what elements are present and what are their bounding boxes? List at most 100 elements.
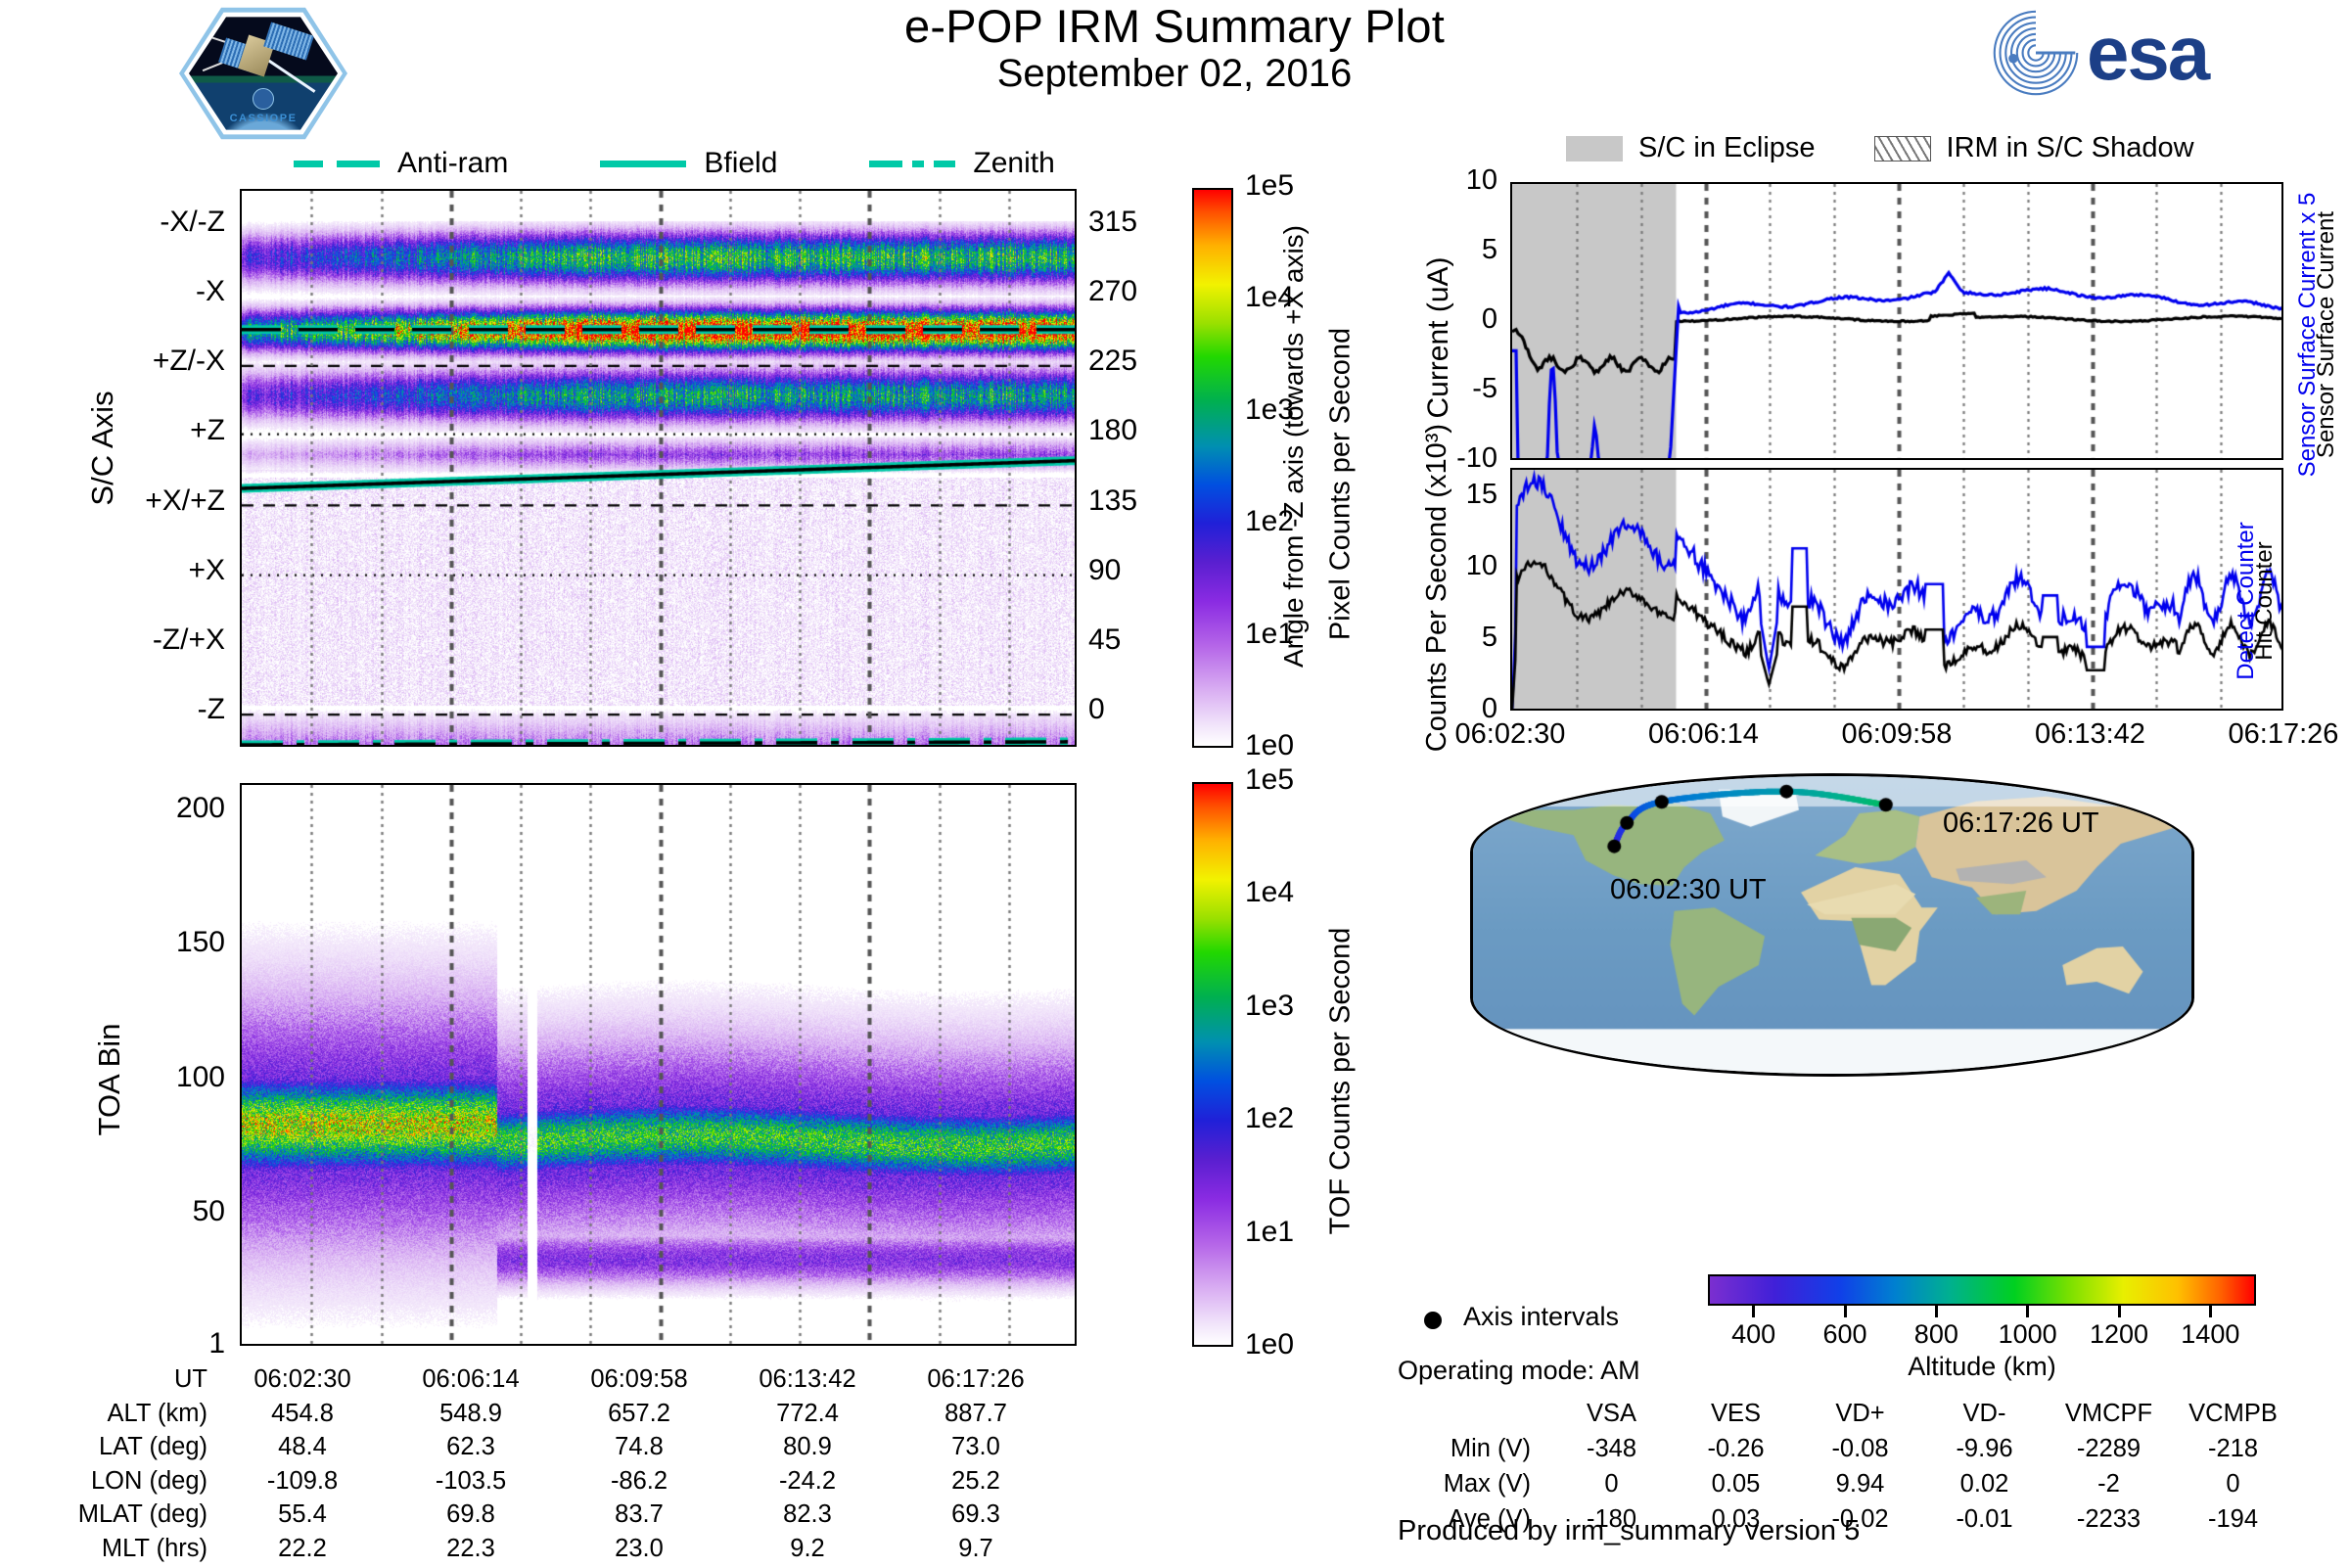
axis-interval-dot-icon [1424,1312,1442,1329]
toa-ytick: 50 [192,1195,225,1228]
anti-ram-line-swatch [294,160,380,167]
voltage-row: Ave (V) -180 0.03 -0.02 -0.01 -2233 -194 [1402,1505,2294,1539]
ephemeris-cell: 06:06:14 [422,1365,520,1393]
altitude-colorbar-tickmark [2117,1306,2121,1317]
tof-colorbar-tick: 1e4 [1245,876,1295,909]
voltage-cell: 0.03 [1711,1505,1761,1533]
ephemeris-cell: -86.2 [610,1466,668,1495]
irm-shadow-swatch [1873,135,1931,161]
voltage-row-label: Max (V) [1443,1470,1531,1498]
ephemeris-cell: 55.4 [278,1500,327,1528]
legend-label-irm-shadow: IRM in S/C Shadow [1946,132,2194,163]
voltage-cell: -9.96 [1956,1435,2013,1462]
voltage-cell: -0.02 [1831,1505,1889,1533]
toa-ytick: 200 [175,791,225,824]
ephemeris-cell: -109.8 [266,1466,339,1495]
voltage-header-row: VSA VES VD+ VD- VMCPF VCMPB [1402,1400,2294,1433]
pixel-colorbar-tick: 1e5 [1245,169,1295,202]
counts-ytick: 5 [1481,622,1497,654]
ephemeris-cell: 454.8 [271,1399,334,1427]
produced-by-label: Produced by irm_summary version 5 [1398,1515,1861,1546]
pixel-colorbar-tick: 1e2 [1245,505,1295,538]
title-text: e-POP IRM Summary Plot [904,0,1445,52]
ephemeris-row-label: LAT (deg) [98,1433,207,1460]
legend-label-eclipse: S/C in Eclipse [1638,132,1816,163]
ephemeris-row-label: MLT (hrs) [101,1534,207,1562]
ephemeris-cell: 772.4 [776,1399,839,1427]
voltage-row-label: Min (V) [1450,1435,1531,1462]
ephemeris-cell: 06:13:42 [759,1365,856,1393]
current-ytick: 5 [1481,234,1497,265]
pixel-colorbar-tick: 1e3 [1245,392,1295,426]
voltage-cell: -348 [1586,1435,1637,1462]
sensor-surface-current-plot [1510,182,2283,460]
ephemeris-cell: 74.8 [615,1433,664,1460]
ephemeris-cell: 80.9 [783,1433,832,1460]
ephemeris-cell: 69.3 [951,1500,1000,1528]
zenith-line-swatch [869,160,956,167]
spectrogram-ytick-right: 135 [1088,484,1138,517]
voltage-cell: 9.94 [1835,1470,1885,1498]
ephemeris-row: MLAT (deg) 55.4 69.8 83.7 82.3 69.3 [41,1500,1059,1533]
toa-ytick: 1 [208,1327,225,1360]
counts-ytick: 0 [1481,693,1497,724]
altitude-colorbar-tickmark [1843,1306,1847,1317]
current-ytick: -10 [1456,442,1497,474]
counts-ytick: 10 [1465,550,1497,582]
voltage-column-header: VSA [1586,1400,1637,1427]
ephemeris-cell: 83.7 [615,1500,664,1528]
ephemeris-cell: 22.2 [278,1534,327,1562]
voltage-cell: -2233 [2076,1505,2142,1533]
spectrogram-ytick-right: 225 [1088,345,1138,378]
current-ytick: 0 [1481,303,1497,335]
voltage-column-header: VD+ [1835,1400,1885,1427]
ephemeris-row-label: ALT (km) [107,1399,207,1427]
counts-xtick: 06:02:30 [1454,718,1566,750]
mission-patch-label: CASSIOPE [229,112,298,124]
voltage-cell: -2289 [2076,1435,2142,1462]
ephemeris-cell: 9.7 [958,1534,993,1562]
ephemeris-cell: 25.2 [951,1466,1000,1495]
voltage-cell: -218 [2207,1435,2259,1462]
ephemeris-cell: 73.0 [951,1433,1000,1460]
map-start-time-label: 06:02:30 UT [1610,874,1767,905]
toa-ytick: 100 [175,1060,225,1093]
legend-label-bfield: Bfield [704,147,778,179]
counts-xtick: 06:06:14 [1648,718,1759,750]
ephemeris-cell: 62.3 [446,1433,495,1460]
ephemeris-cell: 69.8 [446,1500,495,1528]
voltage-cell: -194 [2207,1505,2259,1533]
altitude-colorbar-tick: 800 [1913,1319,1958,1349]
ephemeris-row-label: MLAT (deg) [77,1500,207,1528]
ephemeris-cell: 06:02:30 [253,1365,351,1393]
eclipse-swatch [1566,135,1623,161]
cassiope-mission-patch-icon: CASSIOPE [179,5,347,142]
ephemeris-row-label: LON (deg) [90,1466,207,1495]
spectrogram-ytick-left: -Z/+X [152,623,225,657]
counts-xtick: 06:09:58 [1841,718,1953,750]
esa-emblem-icon [1993,10,2079,96]
spectrogram-ytick-right: 180 [1088,414,1138,447]
voltage-column-header: VMCPF [2064,1400,2153,1427]
ephemeris-cell: 06:17:26 [927,1365,1025,1393]
voltage-cell: -2 [2097,1470,2120,1498]
ephemeris-cell: 548.9 [439,1399,502,1427]
current-right-label-black: Sensor Surface Current [2313,210,2339,459]
counts-xtick: 06:17:26 [2228,718,2339,750]
altitude-colorbar-tickmark [1752,1306,1756,1317]
voltage-cell: 0 [1604,1470,1619,1498]
voltage-summary-table: VSA VES VD+ VD- VMCPF VCMPB Min (V) -348 -0.26 -0… [1400,1398,2296,1541]
altitude-colorbar-tickmark [2026,1306,2030,1317]
altitude-colorbar [1708,1274,2256,1306]
counts-right-label-black: Hit Counter [2251,541,2278,661]
ephemeris-cell: -103.5 [435,1466,507,1495]
altitude-colorbar-label: Altitude (km) [1908,1352,2056,1381]
tof-counts-colorbar [1192,782,1233,1347]
counts-xtick: 06:13:42 [2035,718,2145,750]
pixel-counts-colorbar-label: Pixel Counts per Second [1324,327,1357,641]
spectrogram-ytick-left: +Z [190,414,225,447]
ephemeris-row: ALT (km) 454.8 548.9 657.2 772.4 887.7 [41,1400,1059,1432]
legend-label-anti-ram: Anti-ram [397,147,509,179]
spectrogram-ytick-left: +X [188,553,225,586]
altitude-colorbar-tick: 1200 [2089,1319,2149,1349]
